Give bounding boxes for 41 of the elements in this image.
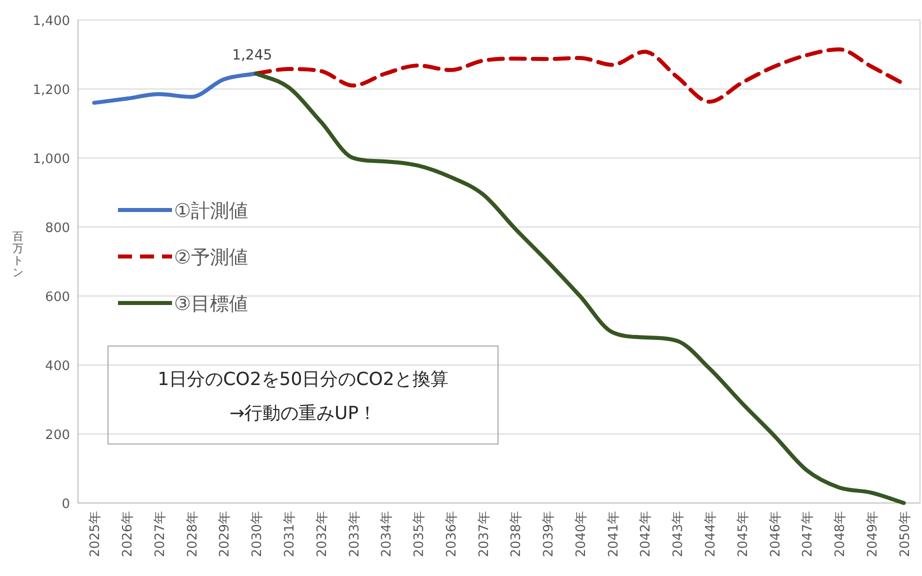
x-tick-label: 2033年 <box>347 511 362 558</box>
x-tick-label: 2049年 <box>865 511 880 558</box>
x-tick-label: 2026年 <box>120 511 136 558</box>
y-tick-label: 1,400 <box>32 14 70 29</box>
x-tick-label: 2047年 <box>800 511 816 558</box>
x-tick-label: 2037年 <box>476 511 492 558</box>
x-tick-label: 2041年 <box>606 511 622 558</box>
x-tick-label: 2036年 <box>444 511 460 558</box>
x-tick-label: 2039年 <box>542 511 557 558</box>
x-tick-label: 2046年 <box>768 511 784 558</box>
x-tick-label: 2050年 <box>898 511 913 558</box>
y-axis-title: 百万トン <box>12 230 24 279</box>
x-tick-label: 2045年 <box>736 511 751 558</box>
x-tick-label: 2043年 <box>671 511 686 558</box>
x-tick-label: 2035年 <box>412 511 428 558</box>
legend-label: ③目標値 <box>174 293 248 315</box>
y-tick-label: 800 <box>45 221 70 236</box>
x-tick-label: 2038年 <box>509 511 524 558</box>
y-tick-label: 1,200 <box>32 83 70 98</box>
x-tick-label: 2032年 <box>314 511 330 558</box>
x-tick-label: 2027年 <box>152 511 168 558</box>
x-tick-label: 2040年 <box>574 511 589 558</box>
y-tick-label: 1,000 <box>32 152 70 167</box>
annotation: →行動の重みUP！ <box>229 403 377 424</box>
x-tick-label: 2042年 <box>638 511 654 558</box>
x-tick-label: 2030年 <box>250 511 266 558</box>
y-tick-label: 200 <box>45 428 70 443</box>
y-tick-label: 0 <box>62 497 70 512</box>
x-tick-label: 2025年 <box>88 511 104 558</box>
x-tick-label: 2031年 <box>282 511 298 558</box>
legend-label: ①計測値 <box>174 200 248 222</box>
legend-label: ②予測値 <box>174 246 248 268</box>
annotation: 1日分のCO2を50日分のCO2と換算 <box>158 369 448 390</box>
x-tick-label: 2029年 <box>218 511 233 558</box>
x-tick-label: 2034年 <box>380 511 395 558</box>
y-tick-label: 400 <box>45 359 70 374</box>
x-tick-label: 2044年 <box>704 511 718 558</box>
x-tick-label: 2028年 <box>185 511 200 558</box>
annotation: 1,245 <box>232 47 272 64</box>
x-tick-label: 2048年 <box>833 511 848 558</box>
y-tick-label: 600 <box>45 290 70 305</box>
